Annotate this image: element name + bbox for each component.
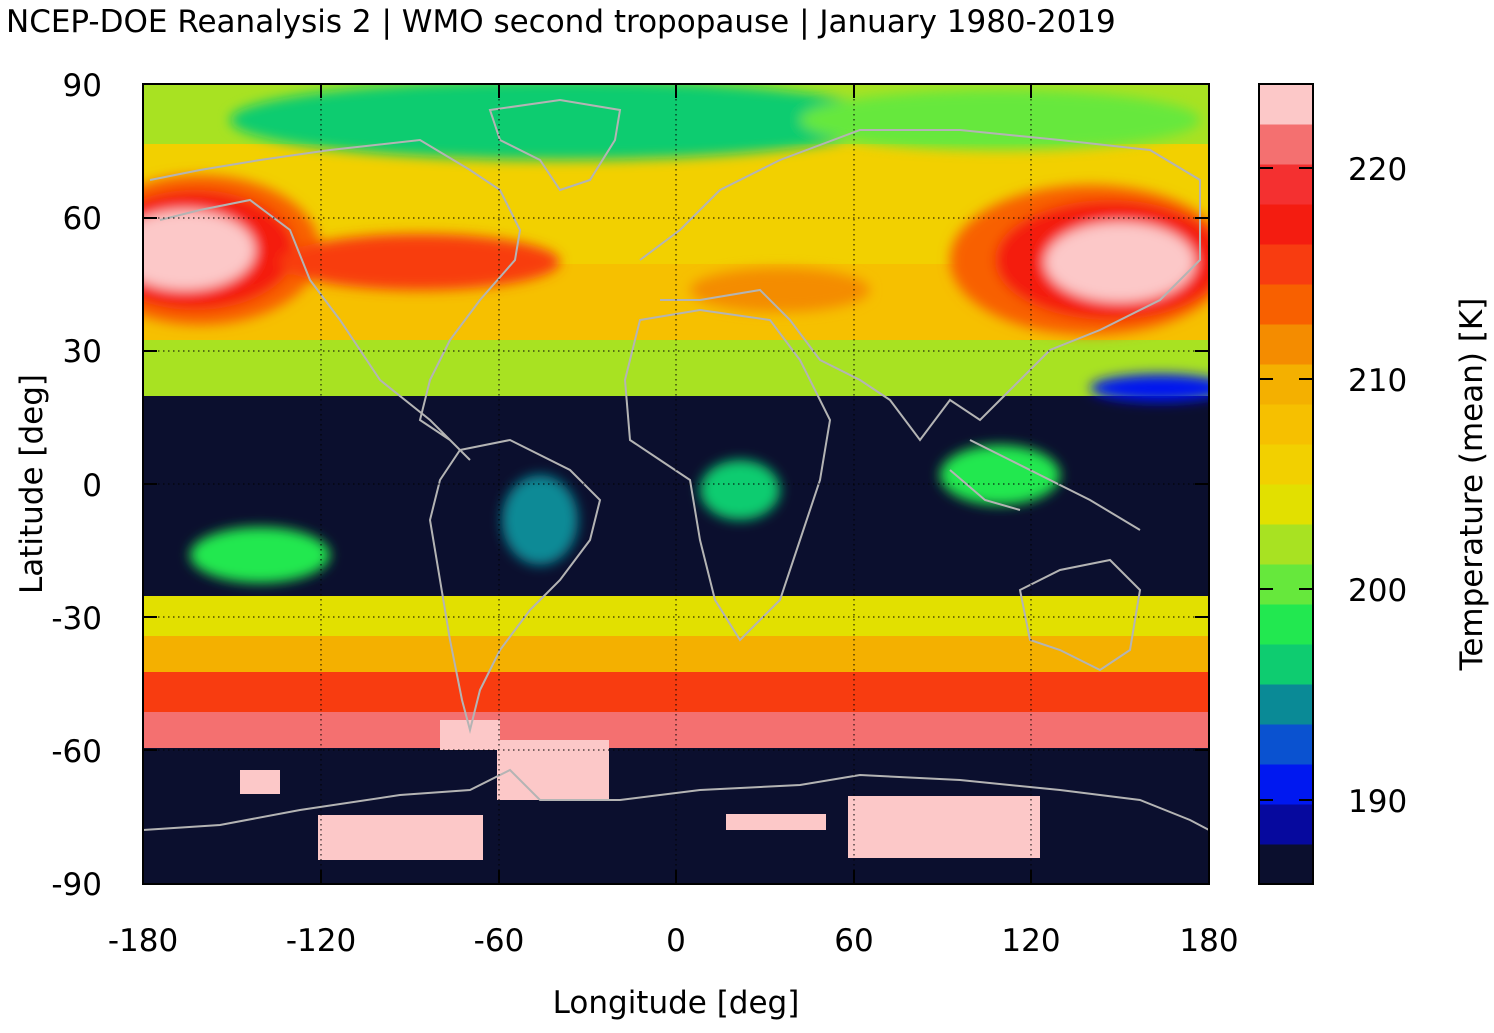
temperature-field bbox=[143, 84, 1209, 884]
field-antarctic-pink bbox=[240, 720, 1040, 860]
x-tick-label: -60 bbox=[474, 923, 525, 959]
colorbar-swatch bbox=[1259, 204, 1313, 245]
x-tick-label: 120 bbox=[1001, 923, 1060, 959]
colorbar-swatch bbox=[1259, 844, 1313, 885]
field-namerica-jet bbox=[280, 234, 560, 290]
y-tick-label: 60 bbox=[63, 201, 102, 237]
colorbar-swatch bbox=[1259, 724, 1313, 765]
field-pacific-blue bbox=[1090, 374, 1209, 402]
colorbar-swatch bbox=[1259, 364, 1313, 405]
field-pacific-ne-pink bbox=[143, 210, 255, 290]
colorbar-swatch bbox=[1259, 604, 1313, 645]
field-maritime-green bbox=[940, 445, 1060, 505]
colorbar-swatch bbox=[1259, 404, 1313, 445]
colorbar-frame bbox=[1258, 83, 1314, 885]
colorbar-swatch bbox=[1259, 284, 1313, 325]
colorbar-swatch bbox=[1259, 764, 1313, 805]
colorbar-tick-label: 200 bbox=[1348, 573, 1407, 609]
field-spacific-green bbox=[190, 527, 330, 583]
colorbar-tick-labels: 220 210 200 190 bbox=[1348, 152, 1407, 820]
colorbar-swatch bbox=[1259, 684, 1313, 725]
colorbar-swatches bbox=[1259, 84, 1313, 885]
colorbar-tick-label: 190 bbox=[1348, 784, 1407, 820]
y-tick-label: -60 bbox=[51, 734, 102, 770]
colorbar-swatch bbox=[1259, 524, 1313, 565]
coast-antarctica bbox=[143, 768, 1209, 831]
colorbar-swatch bbox=[1259, 324, 1313, 365]
x-tick-labels: -180 -120 -60 0 60 120 180 bbox=[108, 923, 1239, 959]
major-ticks bbox=[143, 84, 1209, 884]
x-tick-label: -180 bbox=[108, 923, 178, 959]
chart-title: NCEP-DOE Reanalysis 2 | WMO second tropo… bbox=[6, 4, 1116, 40]
coast-africa bbox=[623, 308, 832, 642]
colorbar-ticks bbox=[1259, 167, 1313, 801]
y-tick-label: 0 bbox=[82, 468, 102, 504]
field-asia-pink bbox=[1045, 222, 1195, 302]
colorbar-swatch bbox=[1259, 244, 1313, 285]
field-band-antarctic bbox=[143, 748, 1209, 884]
y-tick-label: 90 bbox=[63, 68, 102, 104]
colorbar-swatch bbox=[1259, 804, 1313, 845]
colorbar-swatch bbox=[1259, 84, 1313, 125]
coast-south-america bbox=[428, 438, 602, 734]
colorbar-swatch bbox=[1259, 444, 1313, 485]
colorbar-tick-label: 220 bbox=[1348, 152, 1407, 188]
coast-australia bbox=[1018, 558, 1142, 672]
x-tick-label: -120 bbox=[286, 923, 356, 959]
field-amazon-teal bbox=[502, 475, 578, 565]
y-tick-label: -30 bbox=[51, 601, 102, 637]
y-tick-label: 30 bbox=[63, 334, 102, 370]
x-tick-label: 60 bbox=[834, 923, 873, 959]
colorbar-swatch bbox=[1259, 484, 1313, 525]
coast-greenland bbox=[488, 98, 622, 192]
y-tick-label: -90 bbox=[51, 867, 102, 903]
colorbar-tick-label: 210 bbox=[1348, 363, 1407, 399]
colorbar: 220 210 200 190 Temperature (mean) [K] bbox=[1258, 83, 1490, 885]
field-band-north-subtrop bbox=[143, 340, 1209, 396]
x-axis-label: Longitude [deg] bbox=[553, 985, 800, 1021]
coast-north-america bbox=[149, 138, 522, 461]
y-axis-label: Latitude [deg] bbox=[14, 374, 50, 594]
coast-maritime bbox=[949, 439, 1141, 531]
field-band-south-storm bbox=[143, 672, 1209, 712]
colorbar-swatch bbox=[1259, 164, 1313, 205]
x-tick-label: 0 bbox=[666, 923, 686, 959]
colorbar-label: Temperature (mean) [K] bbox=[1454, 298, 1490, 672]
coastlines bbox=[143, 98, 1209, 831]
field-arctic-green bbox=[800, 90, 1200, 150]
colorbar-swatch bbox=[1259, 564, 1313, 605]
map-plot-area bbox=[143, 84, 1209, 884]
coast-europe-asia bbox=[639, 129, 1201, 442]
colorbar-swatch bbox=[1259, 644, 1313, 685]
field-arctic-cool bbox=[230, 84, 890, 160]
field-europe-orange bbox=[690, 268, 870, 312]
colorbar-swatch bbox=[1259, 124, 1313, 165]
x-tick-label: 180 bbox=[1179, 923, 1238, 959]
field-africa-green bbox=[700, 460, 780, 520]
grid-lines bbox=[143, 84, 1209, 884]
y-tick-labels: 90 60 30 0 -30 -60 -90 bbox=[51, 68, 102, 903]
